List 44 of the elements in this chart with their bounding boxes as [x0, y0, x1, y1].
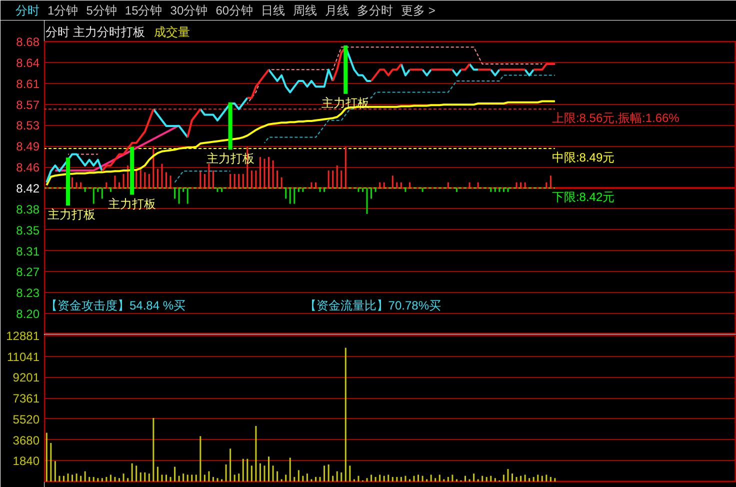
y-tick-label: 9201	[12, 370, 40, 385]
text: 日线	[261, 4, 286, 18]
text: 周线	[293, 4, 318, 18]
text: 30分钟	[170, 4, 208, 18]
line-series	[54, 124, 180, 172]
text: 15分钟	[124, 4, 162, 18]
bar	[228, 102, 232, 150]
y-tick-label: 8.20	[16, 307, 40, 322]
annotation: 【资金攻击度】54.84 %买	[46, 298, 186, 312]
text: 60分钟	[216, 4, 254, 18]
y-tick-label: 1840	[12, 454, 40, 468]
y-tick-label: 8.23	[16, 286, 40, 300]
chart-title: 分时 主力分时打板	[46, 25, 145, 39]
ref-line-label: 中限:8.49元	[552, 150, 615, 165]
text: 月线	[325, 4, 350, 18]
chart-subtitle: 成交量	[154, 25, 190, 39]
y-tick-label: 3680	[12, 433, 40, 448]
data-label: 主力打板	[108, 196, 156, 211]
y-tick-label: 8.31	[16, 244, 40, 258]
bar	[344, 45, 348, 94]
ref-line-label: 下限:8.42元	[552, 190, 615, 204]
annotation: 【资金流量比】70.78%买	[304, 298, 442, 312]
text: 1分钟	[48, 4, 78, 18]
y-tick-label: 8.46	[16, 160, 40, 175]
y-tick-label: 7361	[12, 392, 40, 406]
y-tick-label: 8.68	[16, 35, 40, 49]
text: 5分钟	[86, 4, 117, 18]
y-tick-label: 8.49	[16, 140, 40, 154]
text: 更多 >	[401, 4, 436, 18]
y-tick-label: 8.27	[16, 265, 40, 280]
y-tick-label: 8.53	[16, 118, 40, 133]
y-tick-label: 12881	[6, 329, 40, 343]
text: 分时	[16, 4, 40, 18]
y-tick-label: 8.35	[16, 223, 40, 238]
y-tick-label: 8.42	[16, 182, 40, 196]
y-tick-label: 8.38	[16, 202, 40, 216]
y-tick-label: 8.61	[16, 76, 40, 91]
y-tick-label: 8.57	[16, 98, 40, 112]
y-tick-label: 8.64	[16, 56, 40, 70]
text: 多分时	[357, 4, 394, 18]
y-tick-label: 11041	[7, 350, 40, 364]
y-tick-label: 5520	[12, 412, 40, 426]
data-label: 主力打板	[48, 207, 96, 222]
ref-line-label: 上限:8.56元,振幅:1.66%	[552, 111, 680, 126]
